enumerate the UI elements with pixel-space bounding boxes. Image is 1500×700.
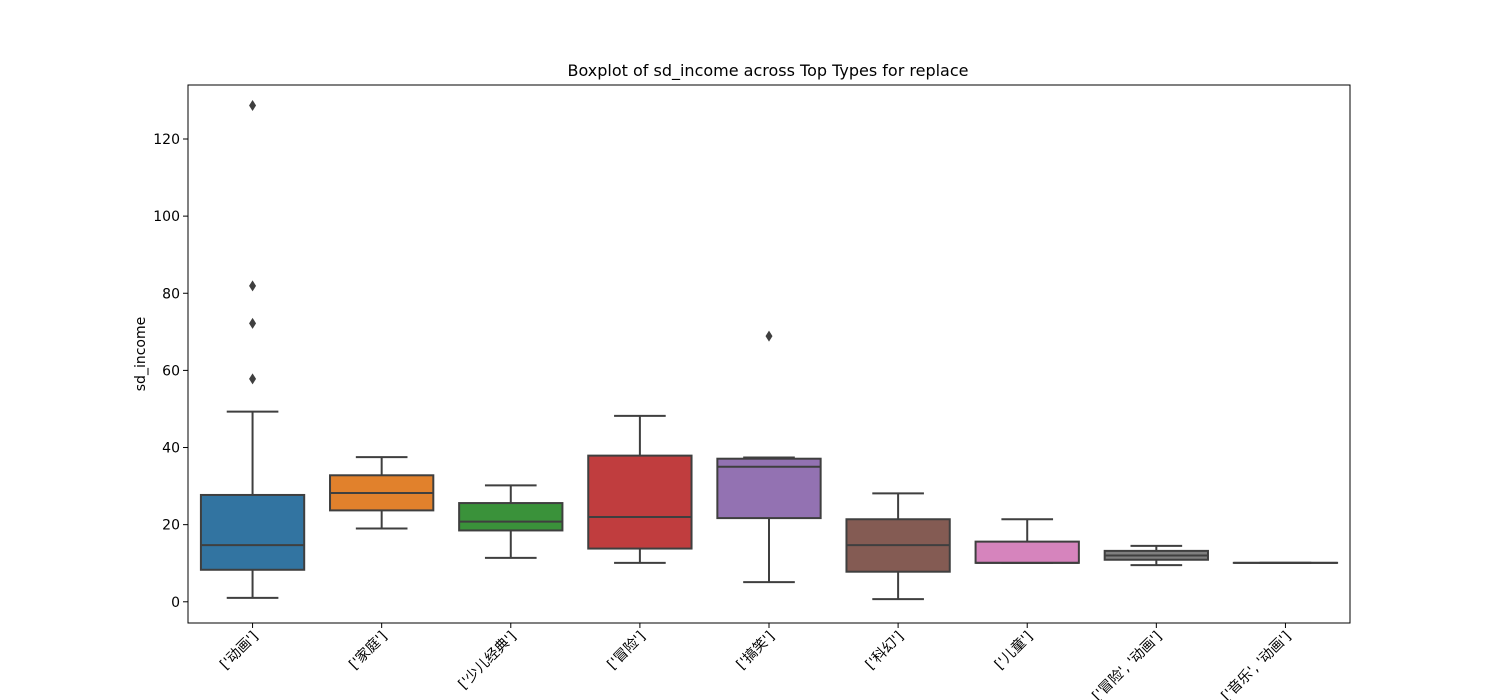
- box: [587, 454, 693, 550]
- x-tick-label: ['音乐', '动画']: [1218, 628, 1295, 700]
- y-tick-label: 0: [171, 595, 180, 611]
- y-tick-label: 20: [162, 518, 180, 534]
- x-tick-label: ['冒险', '动画']: [1089, 629, 1165, 700]
- y-axis-title: sd_income: [133, 317, 149, 391]
- x-tick-label: ['少儿经典']: [456, 629, 520, 693]
- y-tick-label: 120: [153, 132, 180, 148]
- y-tick-label: 40: [162, 441, 180, 457]
- outlier-point: [249, 317, 257, 329]
- plot-area: 0 20 40 60 80 100 120 ['动画'] ['家庭'] ['少儿经典'] ['冒险'…: [153, 84, 1351, 700]
- box: [458, 502, 564, 532]
- outlier-point: [765, 330, 773, 342]
- x-tick-label: ['家庭']: [346, 628, 391, 673]
- box: [716, 457, 822, 520]
- chart-title: Boxplot of sd_income across Top Types fo…: [567, 61, 968, 81]
- box: [199, 493, 306, 571]
- box: [974, 540, 1080, 564]
- x-tick-label: ['科幻']: [863, 629, 907, 673]
- y-tick-label: 80: [162, 286, 180, 302]
- outlier-point: [249, 280, 257, 292]
- x-tick-label: ['动画']: [217, 629, 261, 673]
- x-tick-label: ['儿童']: [991, 628, 1036, 673]
- y-tick-label: 100: [153, 209, 180, 225]
- outlier-point: [249, 373, 257, 385]
- x-tick-label: ['搞笑']: [734, 629, 778, 673]
- y-tick-label: 60: [162, 363, 180, 379]
- outlier-point: [249, 99, 257, 111]
- x-tick-label: ['冒险']: [604, 629, 648, 673]
